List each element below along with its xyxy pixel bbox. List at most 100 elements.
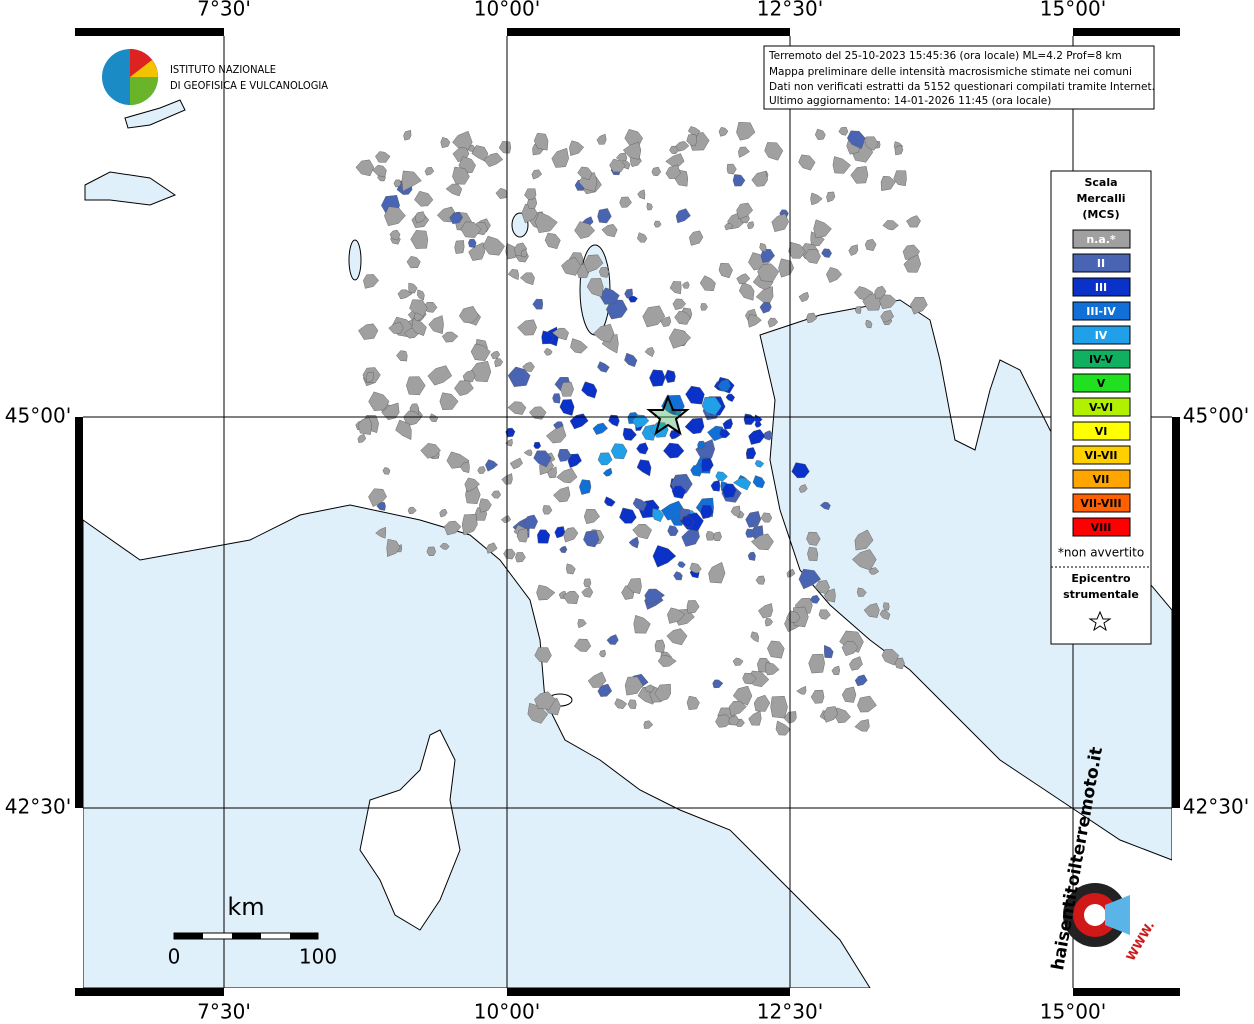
municipality <box>534 647 552 663</box>
municipality <box>660 500 685 521</box>
municipality <box>439 392 459 410</box>
lat-label: 45°00' <box>5 404 71 428</box>
legend-swatch <box>1072 349 1131 369</box>
municipality <box>556 468 578 484</box>
municipality <box>410 230 429 249</box>
municipality <box>660 316 672 328</box>
municipality <box>736 121 756 141</box>
municipality <box>562 590 580 605</box>
municipality <box>732 657 744 666</box>
municipality <box>403 129 412 141</box>
municipality <box>807 547 819 561</box>
municipality <box>796 686 807 695</box>
municipality <box>732 685 753 706</box>
municipality <box>509 457 523 470</box>
municipality <box>653 220 662 228</box>
municipality <box>384 206 406 227</box>
frame-band <box>507 988 790 996</box>
municipality <box>561 256 582 276</box>
lon-label: 7°30' <box>197 1000 251 1024</box>
municipality <box>677 561 686 568</box>
legend-label: IV <box>1095 329 1108 342</box>
municipality <box>665 164 681 180</box>
municipality <box>854 529 874 551</box>
municipality <box>754 420 762 428</box>
municipality <box>414 211 426 224</box>
watermark-core <box>1084 904 1106 926</box>
municipality <box>718 262 733 279</box>
municipality <box>503 548 516 560</box>
municipality <box>880 310 895 323</box>
municipality <box>759 301 772 314</box>
municipality <box>881 648 900 666</box>
municipality <box>893 170 907 187</box>
frame-band <box>75 417 83 808</box>
municipality <box>713 531 722 542</box>
municipality <box>649 369 666 387</box>
logo-segment <box>130 60 158 77</box>
municipality <box>786 568 796 578</box>
legend-title: (MCS) <box>1082 208 1119 221</box>
municipality <box>765 662 780 676</box>
municipality <box>710 480 721 492</box>
frame-band <box>75 36 83 417</box>
municipality <box>460 221 482 238</box>
municipality <box>894 145 904 156</box>
frame-band <box>790 28 1073 36</box>
municipality <box>569 140 584 156</box>
municipality <box>597 452 613 466</box>
municipality <box>524 188 537 201</box>
municipality <box>368 488 387 507</box>
municipality <box>534 211 558 234</box>
municipality <box>609 158 626 173</box>
frame-band <box>790 988 1073 996</box>
municipality <box>664 369 676 383</box>
lat-label: 45°00' <box>1183 404 1249 428</box>
municipality <box>396 350 408 362</box>
municipality <box>854 719 870 732</box>
municipality <box>667 525 679 536</box>
legend-title: Mercalli <box>1076 192 1125 205</box>
logo-text: DI GEOFISICA E VULCANOLOGIA <box>170 79 328 92</box>
municipality <box>818 609 831 620</box>
municipality <box>610 443 628 460</box>
municipality <box>597 683 613 697</box>
frame-band <box>1073 28 1172 36</box>
municipality <box>751 170 768 187</box>
lon-label: 7°30' <box>197 0 251 21</box>
municipality <box>507 268 519 280</box>
municipality <box>573 638 592 652</box>
municipality <box>355 159 375 177</box>
legend-swatch <box>1072 397 1131 417</box>
lon-label: 15°00' <box>1040 0 1106 21</box>
municipality <box>865 319 873 329</box>
municipality <box>718 127 729 137</box>
municipality <box>485 459 499 472</box>
municipality <box>577 166 593 181</box>
municipality <box>523 514 538 529</box>
info-line: Terremoto del 25-10-2023 15:45:36 (ora l… <box>768 50 1122 62</box>
municipality <box>809 594 820 604</box>
frame-band <box>75 808 83 988</box>
municipality <box>745 447 757 459</box>
municipality <box>715 714 733 728</box>
legend-epicenter: strumentale <box>1063 588 1139 601</box>
municipality <box>747 221 755 230</box>
municipality <box>557 449 572 462</box>
municipality <box>546 425 567 444</box>
municipality <box>397 289 413 300</box>
scale-label: 100 <box>299 945 337 969</box>
municipality <box>567 453 582 468</box>
municipality <box>750 533 774 551</box>
municipality <box>868 567 880 575</box>
scale-unit: km <box>227 893 264 921</box>
municipality <box>684 417 705 435</box>
municipality <box>599 649 607 658</box>
municipality <box>547 466 557 479</box>
municipality <box>689 230 704 246</box>
legend-label: VII-VIII <box>1080 497 1121 510</box>
scale-label: 0 <box>168 945 181 969</box>
municipality <box>516 528 529 543</box>
municipality <box>733 477 752 491</box>
municipality <box>382 467 391 475</box>
